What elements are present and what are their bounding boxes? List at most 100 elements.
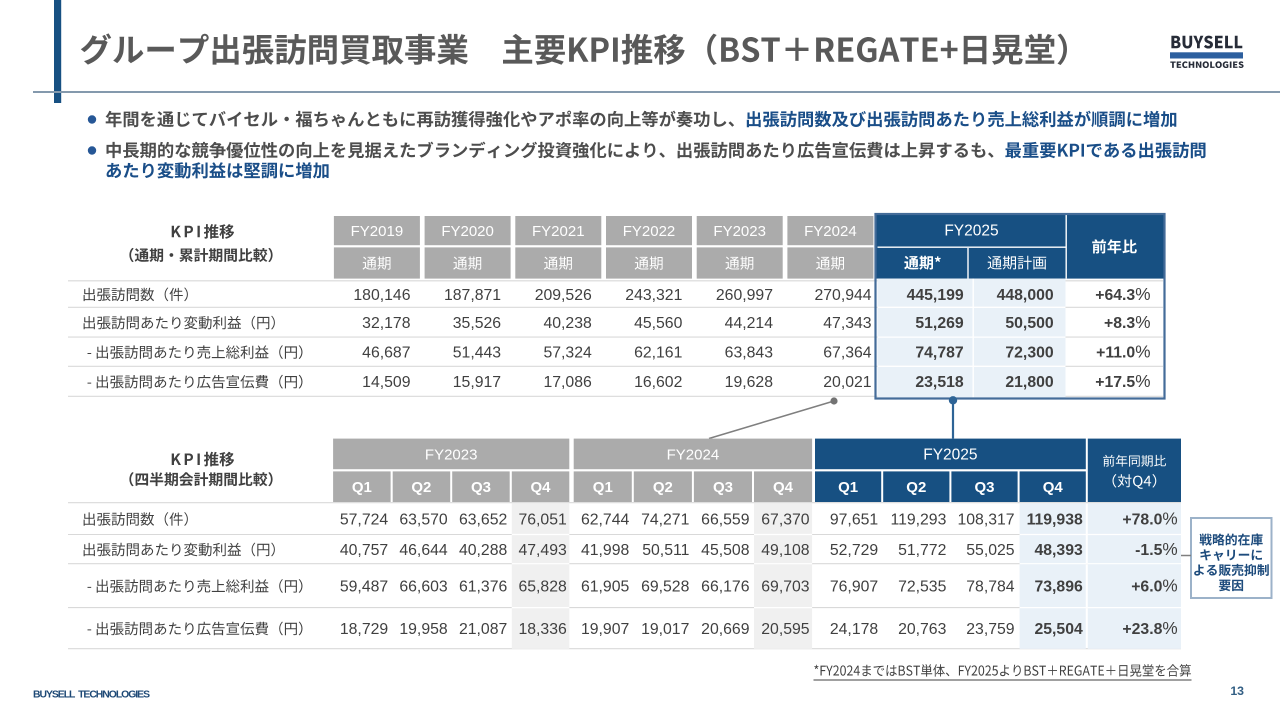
svg-text:FY2025: FY2025 — [944, 222, 998, 239]
svg-text:69,528: 69,528 — [641, 579, 690, 596]
svg-text:Q4: Q4 — [530, 479, 551, 496]
svg-text:47,343: 47,343 — [823, 315, 872, 332]
svg-text:21,800: 21,800 — [1005, 374, 1054, 391]
svg-text:55,025: 55,025 — [966, 542, 1015, 559]
svg-text:209,526: 209,526 — [535, 287, 592, 304]
svg-text:108,317: 108,317 — [957, 512, 1014, 529]
svg-text:74,787: 74,787 — [915, 345, 964, 362]
svg-text:260,997: 260,997 — [716, 287, 773, 304]
svg-text:180,146: 180,146 — [353, 287, 410, 304]
svg-text:46,687: 46,687 — [362, 345, 410, 362]
svg-text:50,500: 50,500 — [1005, 315, 1054, 332]
svg-text:21,087: 21,087 — [459, 621, 507, 638]
svg-text:63,652: 63,652 — [459, 512, 507, 529]
svg-text:18,336: 18,336 — [518, 621, 567, 638]
svg-text:15,917: 15,917 — [453, 374, 501, 391]
svg-text:65,828: 65,828 — [518, 579, 567, 596]
svg-text:Q3: Q3 — [713, 479, 733, 496]
svg-text:62,744: 62,744 — [581, 512, 630, 529]
svg-text:67,370: 67,370 — [761, 512, 810, 529]
svg-text:72,300: 72,300 — [1005, 345, 1054, 362]
svg-text:40,288: 40,288 — [459, 542, 508, 559]
svg-text:47,493: 47,493 — [518, 542, 567, 559]
svg-text:24,178: 24,178 — [830, 621, 879, 638]
svg-text:67,364: 67,364 — [823, 345, 872, 362]
svg-text:69,703: 69,703 — [761, 579, 810, 596]
svg-text:18,729: 18,729 — [340, 621, 389, 638]
svg-text:+11.0%: +11.0% — [1096, 342, 1150, 362]
svg-text:19,907: 19,907 — [581, 621, 629, 638]
svg-text:50,511: 50,511 — [642, 542, 689, 559]
svg-text:73,896: 73,896 — [1034, 579, 1083, 596]
svg-text:20,595: 20,595 — [761, 621, 810, 638]
svg-text:25,504: 25,504 — [1034, 621, 1083, 638]
svg-text:FY2025: FY2025 — [923, 446, 977, 463]
svg-text:Q2: Q2 — [411, 479, 431, 496]
svg-text:+6.0%: +6.0% — [1131, 576, 1177, 596]
svg-text:Q2: Q2 — [906, 479, 926, 496]
svg-text:17,086: 17,086 — [543, 374, 592, 391]
svg-text:48,393: 48,393 — [1034, 542, 1083, 559]
svg-text:63,843: 63,843 — [725, 345, 774, 362]
svg-text:FY2024: FY2024 — [804, 223, 857, 240]
svg-text:Q3: Q3 — [974, 479, 994, 496]
svg-text:Q4: Q4 — [773, 479, 794, 496]
svg-text:FY2021: FY2021 — [532, 223, 585, 240]
svg-text:61,376: 61,376 — [459, 579, 508, 596]
svg-text:44,214: 44,214 — [725, 315, 774, 332]
svg-text:57,724: 57,724 — [340, 512, 389, 529]
svg-text:+23.8%: +23.8% — [1122, 618, 1177, 638]
svg-text:45,508: 45,508 — [701, 542, 750, 559]
svg-text:+17.5%: +17.5% — [1095, 371, 1150, 391]
svg-text:Q2: Q2 — [653, 479, 673, 496]
svg-text:+64.3%: +64.3% — [1095, 284, 1150, 304]
svg-text:20,763: 20,763 — [898, 621, 947, 638]
svg-text:119,938: 119,938 — [1027, 512, 1083, 529]
svg-text:78,784: 78,784 — [966, 579, 1015, 596]
svg-text:+8.3%: +8.3% — [1104, 312, 1150, 332]
svg-text:97,651: 97,651 — [830, 512, 879, 529]
svg-text:49,108: 49,108 — [761, 542, 810, 559]
svg-text:Q3: Q3 — [471, 479, 491, 496]
svg-text:57,324: 57,324 — [543, 345, 592, 362]
svg-text:448,000: 448,000 — [997, 287, 1054, 304]
svg-text:Q4: Q4 — [1043, 479, 1064, 496]
svg-text:35,526: 35,526 — [453, 315, 502, 332]
svg-text:+78.0%: +78.0% — [1122, 509, 1177, 529]
svg-text:19,958: 19,958 — [399, 621, 448, 638]
svg-text:52,729: 52,729 — [830, 542, 879, 559]
svg-text:14,509: 14,509 — [362, 374, 411, 391]
svg-text:23,518: 23,518 — [915, 374, 964, 391]
svg-text:63,570: 63,570 — [399, 512, 448, 529]
svg-text:40,238: 40,238 — [543, 315, 592, 332]
svg-text:FY2019: FY2019 — [351, 223, 404, 240]
svg-text:20,669: 20,669 — [701, 621, 750, 638]
svg-text:FY2024: FY2024 — [667, 446, 720, 463]
svg-text:19,628: 19,628 — [725, 374, 774, 391]
svg-text:51,772: 51,772 — [898, 542, 946, 559]
svg-text:72,535: 72,535 — [898, 579, 947, 596]
svg-text:51,443: 51,443 — [453, 345, 502, 362]
svg-text:32,178: 32,178 — [362, 315, 411, 332]
svg-text:FY2022: FY2022 — [623, 223, 676, 240]
svg-text:45,560: 45,560 — [634, 315, 683, 332]
svg-text:62,161: 62,161 — [634, 345, 683, 362]
svg-text:Q1: Q1 — [593, 479, 613, 496]
svg-text:46,644: 46,644 — [399, 542, 448, 559]
svg-text:13: 13 — [1230, 684, 1244, 698]
svg-text:445,199: 445,199 — [907, 287, 964, 304]
svg-text:187,871: 187,871 — [444, 287, 501, 304]
svg-text:40,757: 40,757 — [340, 542, 388, 559]
svg-text:20,021: 20,021 — [823, 374, 872, 391]
svg-text:BUYSELL TECHNOLOGIES: BUYSELL TECHNOLOGIES — [33, 690, 150, 701]
svg-text:66,176: 66,176 — [701, 579, 750, 596]
svg-text:119,293: 119,293 — [890, 512, 946, 529]
svg-text:76,907: 76,907 — [830, 579, 878, 596]
svg-text:243,321: 243,321 — [625, 287, 682, 304]
svg-text:FY2023: FY2023 — [425, 446, 478, 463]
svg-text:66,559: 66,559 — [701, 512, 750, 529]
svg-text:-1.5%: -1.5% — [1135, 539, 1178, 559]
svg-text:66,603: 66,603 — [399, 579, 448, 596]
svg-text:270,944: 270,944 — [814, 287, 871, 304]
svg-text:FY2020: FY2020 — [441, 223, 494, 240]
